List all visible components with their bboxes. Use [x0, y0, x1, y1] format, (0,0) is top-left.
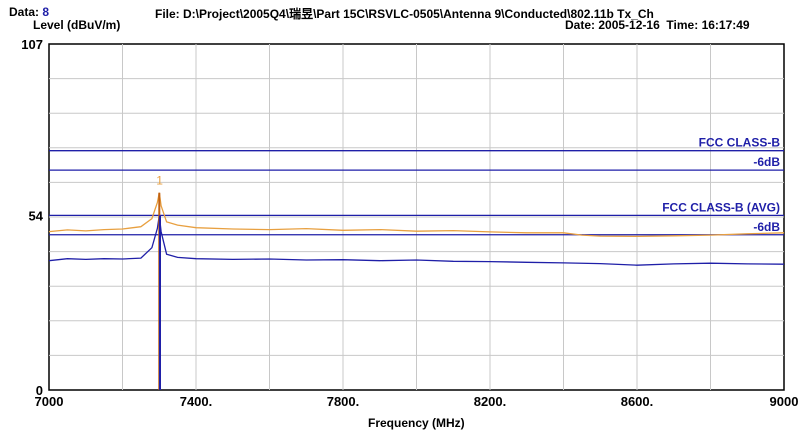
y-axis-label: Level (dBuV/m) [33, 18, 121, 32]
limit-line-label: -6dB [753, 155, 780, 169]
y-tick-label: 0 [36, 383, 43, 398]
data-value: 8 [42, 5, 50, 19]
trace-line [48, 192, 785, 238]
limit-line-label: FCC CLASS-B (AVG) [662, 200, 780, 214]
limit-line-label: -6dB [753, 220, 780, 234]
y-tick-label: 107 [21, 37, 43, 52]
limit-line-label: FCC CLASS-B [699, 136, 781, 150]
x-tick-label: 7400. [180, 394, 213, 409]
x-tick-label: 7000 [35, 394, 64, 409]
marker-label: 1 [156, 174, 163, 188]
date-time: Date: 2005-12-16 Time: 16:17:49 [565, 18, 750, 32]
x-tick-label: 8600. [621, 394, 654, 409]
data-label: Data: 8 [9, 5, 50, 19]
x-tick-label: 8200. [474, 394, 507, 409]
x-tick-label: 9000 [770, 394, 799, 409]
x-axis-label: Frequency (MHz) [368, 416, 465, 430]
trace-line [48, 215, 785, 266]
x-tick-label: 7800. [327, 394, 360, 409]
file-path: File: D:\Project\2005Q4\瑞昱\Part 15C\RSVL… [155, 7, 654, 21]
y-tick-label: 54 [29, 208, 44, 223]
